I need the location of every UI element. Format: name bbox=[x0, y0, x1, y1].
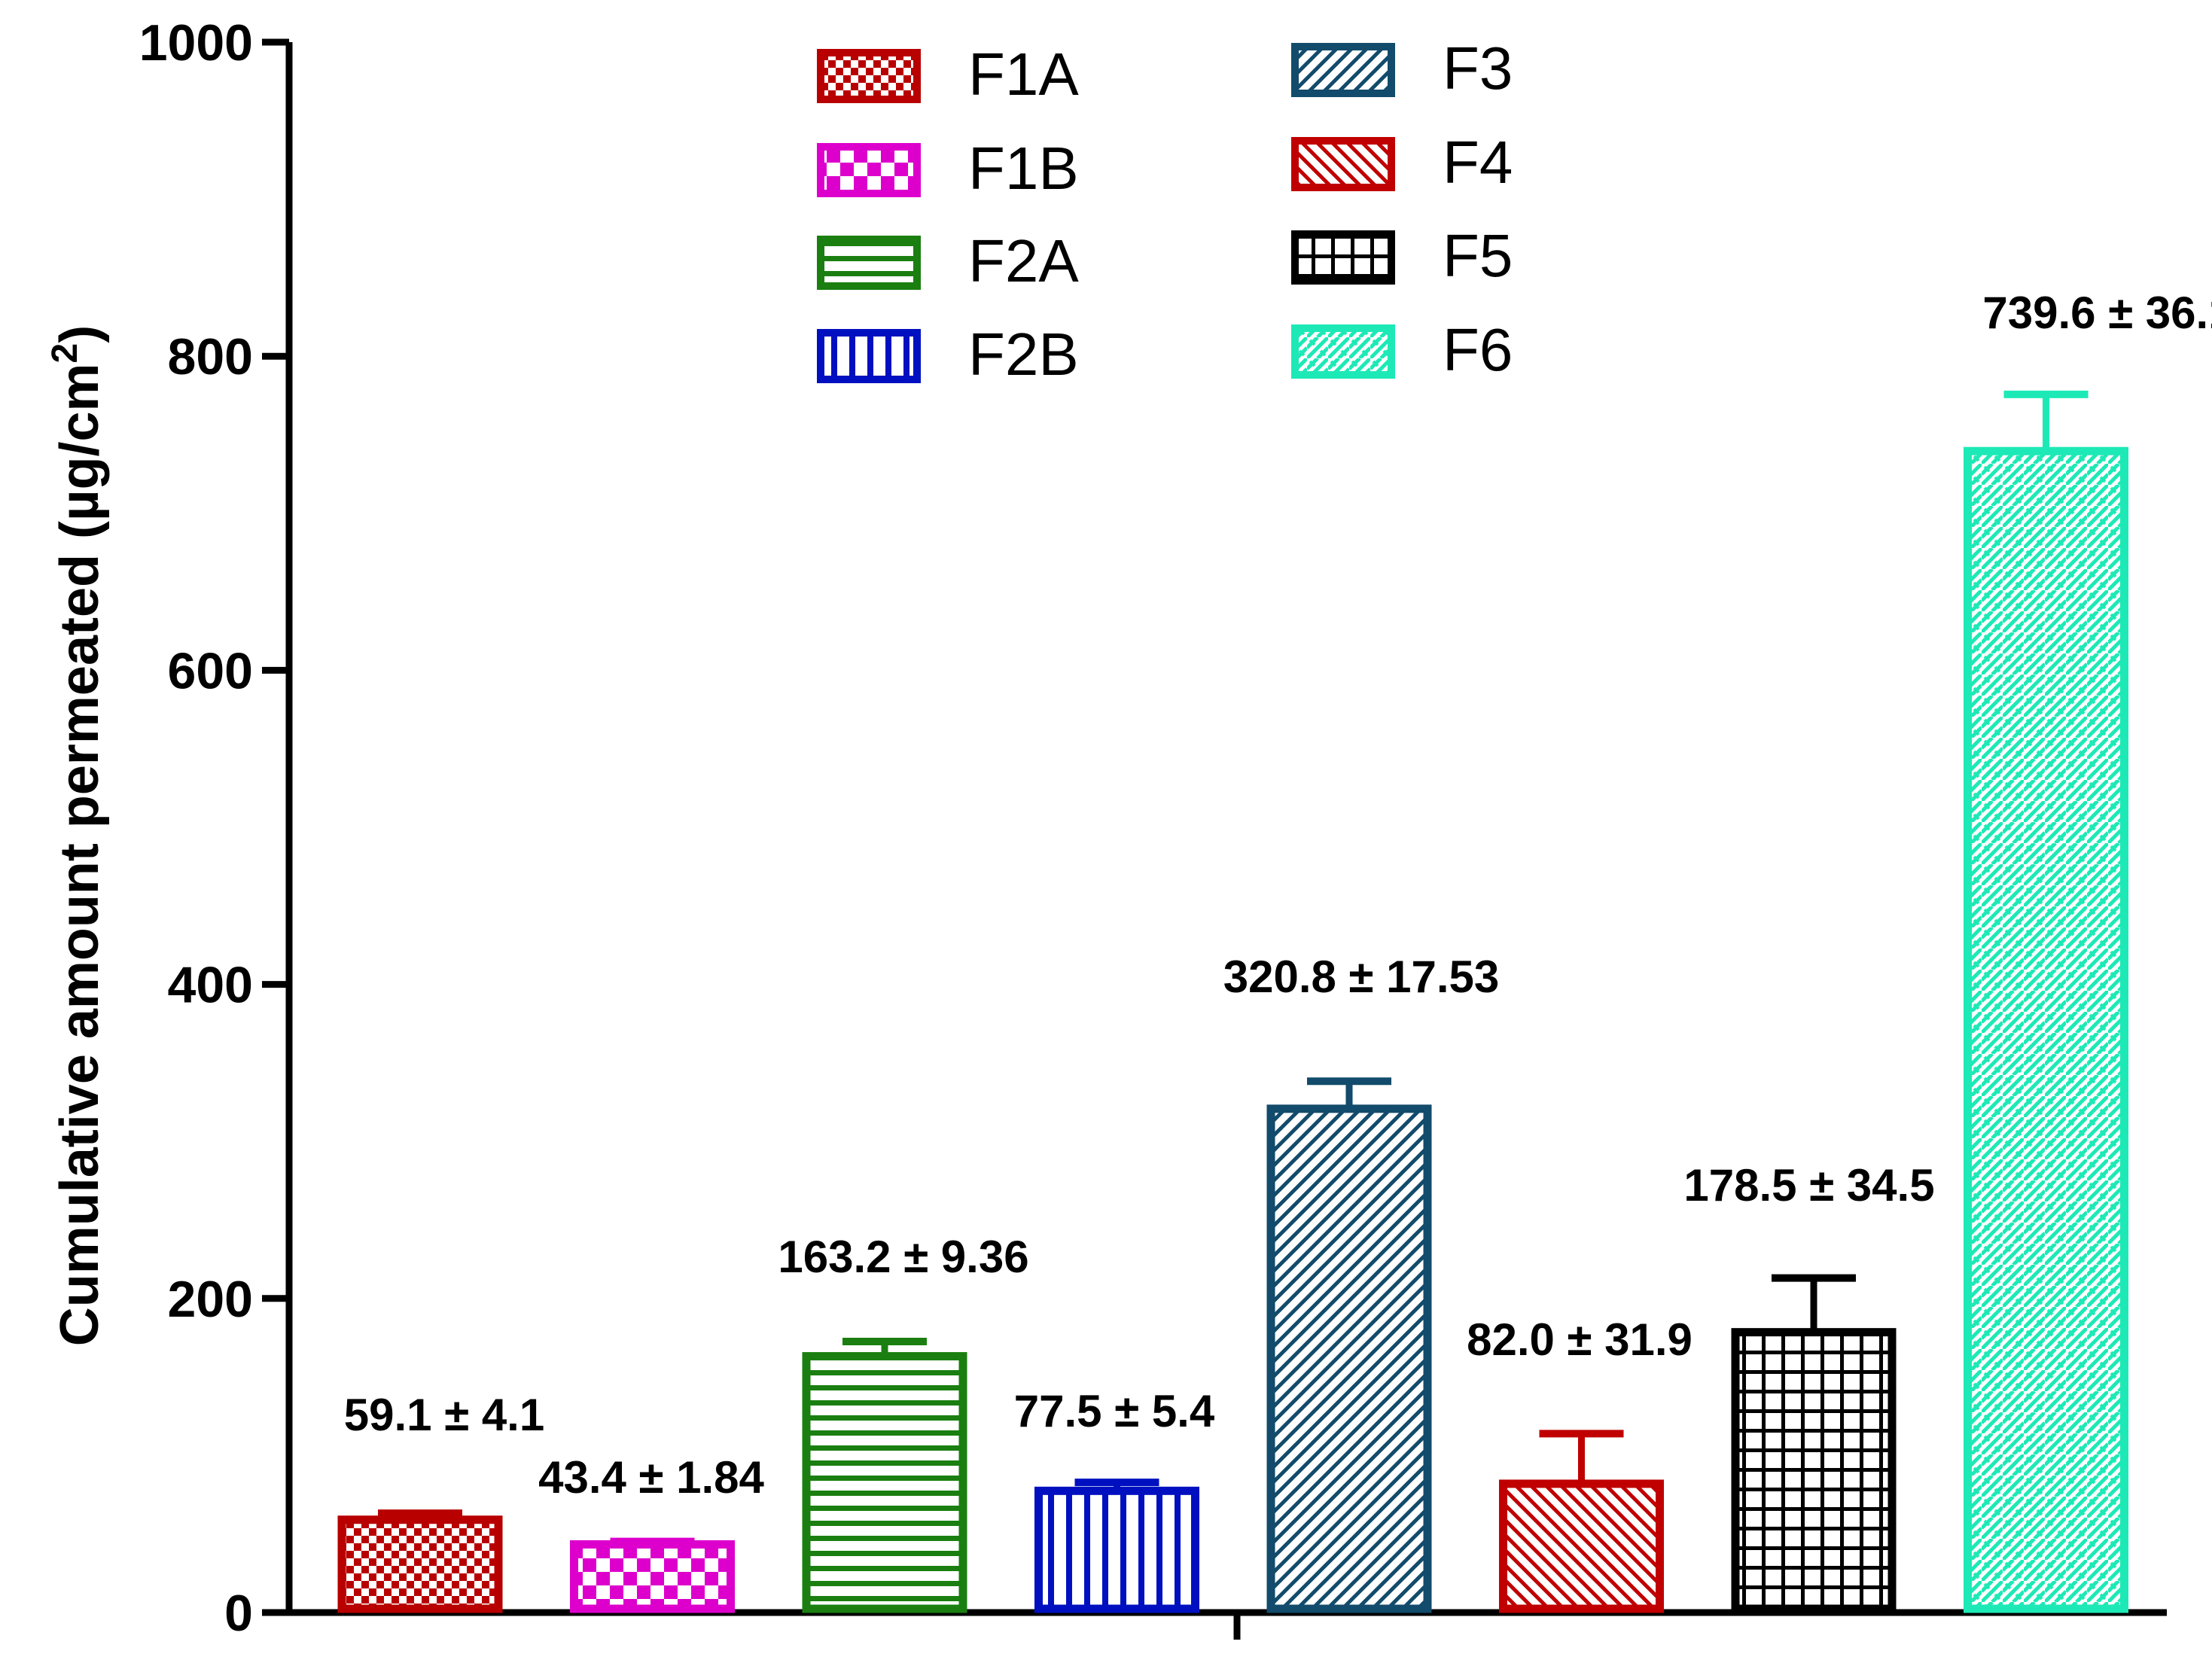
data-label-F2A: 163.2 ± 9.36 bbox=[778, 1232, 1028, 1282]
bar-F1A bbox=[337, 1515, 503, 1613]
legend-label-F2B: F2B bbox=[968, 321, 1079, 388]
legend-item-F4: F4 bbox=[1291, 129, 1513, 196]
legend-label-F1A: F1A bbox=[968, 41, 1079, 108]
legend-label-F6: F6 bbox=[1443, 316, 1513, 383]
legend-item-F5: F5 bbox=[1291, 222, 1513, 289]
legend-item-F1A: F1A bbox=[817, 41, 1079, 108]
legend-swatch-F3 bbox=[1291, 43, 1395, 97]
legend-label-F2A: F2A bbox=[968, 227, 1079, 294]
bar-group-F5: 178.5 ± 34.5 bbox=[1683, 1160, 1935, 1613]
legend-swatch-F5 bbox=[1291, 230, 1395, 285]
y-axis-label: Cumulative amount permeated (µg/cm2) bbox=[45, 325, 110, 1346]
bar-group-F6: 739.6 ± 36.1 bbox=[1964, 288, 2212, 1613]
bar-F2B bbox=[1034, 1486, 1199, 1613]
data-label-F2B: 77.5 ± 5.4 bbox=[1014, 1386, 1215, 1436]
legend-item-F2B: F2B bbox=[817, 321, 1079, 388]
bars: 59.1 ± 4.1 43.4 ± 1.84 163.2 ± 9.36 77.5 ± … bbox=[337, 288, 2212, 1613]
bar-F6 bbox=[1964, 446, 2128, 1613]
legend-swatch-F6 bbox=[1291, 324, 1395, 379]
bar-F5 bbox=[1731, 1328, 1897, 1613]
y-tick-label-800: 800 bbox=[168, 328, 253, 385]
legend-swatch-F4 bbox=[1291, 137, 1395, 191]
legend-item-F1B: F1B bbox=[817, 135, 1079, 202]
bar-F3 bbox=[1266, 1104, 1432, 1613]
legend-item-F2A: F2A bbox=[817, 227, 1079, 294]
y-tick-label-200: 200 bbox=[168, 1271, 253, 1328]
data-label-F3: 320.8 ± 17.53 bbox=[1223, 952, 1500, 1002]
y-tick-label-600: 600 bbox=[168, 642, 253, 699]
legend-label-F1B: F1B bbox=[968, 135, 1079, 202]
bar-group-F2A: 163.2 ± 9.36 bbox=[778, 1232, 1029, 1613]
data-label-F5: 178.5 ± 34.5 bbox=[1683, 1160, 1934, 1211]
data-label-F1A: 59.1 ± 4.1 bbox=[344, 1390, 544, 1440]
legend-item-F6: F6 bbox=[1291, 316, 1513, 383]
legend-swatch-F1A bbox=[817, 49, 921, 103]
y-tick-label-1000: 1000 bbox=[139, 14, 253, 72]
legend-label-F3: F3 bbox=[1443, 35, 1513, 102]
legend-item-F3: F3 bbox=[1291, 35, 1513, 102]
bar-F2A bbox=[802, 1352, 967, 1613]
legend-label-F5: F5 bbox=[1443, 222, 1513, 289]
legend: F1A F1B F2A F2B F3 F4 F5 F6 bbox=[817, 35, 1513, 388]
bar-group-F1B: 43.4 ± 1.84 bbox=[538, 1452, 765, 1613]
bar-group-F1A: 59.1 ± 4.1 bbox=[337, 1390, 544, 1613]
legend-swatch-F1B bbox=[817, 143, 921, 197]
bar-F1B bbox=[570, 1540, 735, 1613]
legend-label-F4: F4 bbox=[1443, 129, 1513, 196]
bar-F4 bbox=[1499, 1479, 1664, 1613]
data-label-F4: 82.0 ± 31.9 bbox=[1467, 1314, 1693, 1365]
bar-group-F3: 320.8 ± 17.53 bbox=[1223, 952, 1500, 1613]
y-tick-label-0: 0 bbox=[224, 1585, 253, 1642]
y-tick-label-400: 400 bbox=[168, 957, 253, 1014]
data-label-F6: 739.6 ± 36.1 bbox=[1982, 288, 2212, 338]
legend-swatch-F2A bbox=[817, 236, 921, 290]
legend-swatch-F2B bbox=[817, 329, 921, 383]
bar-group-F4: 82.0 ± 31.9 bbox=[1467, 1314, 1693, 1613]
data-label-F1B: 43.4 ± 1.84 bbox=[538, 1452, 764, 1503]
bar-group-F2B: 77.5 ± 5.4 bbox=[1014, 1386, 1215, 1613]
